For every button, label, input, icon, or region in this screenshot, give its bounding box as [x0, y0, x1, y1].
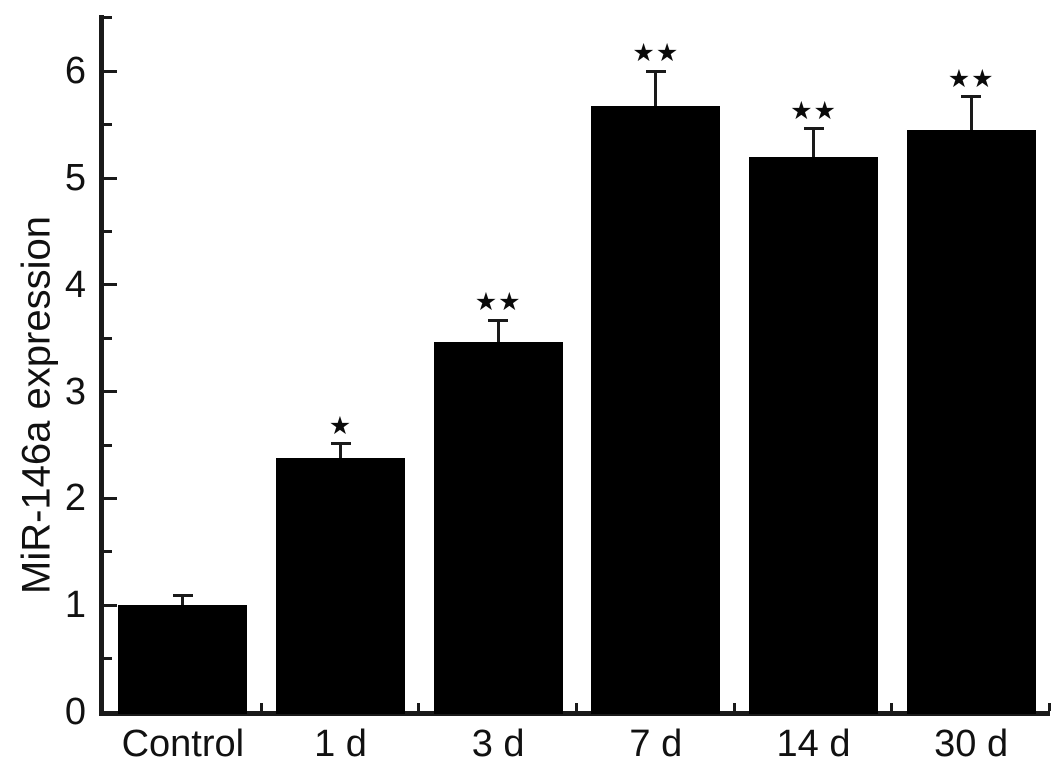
bar-1-d: [276, 457, 405, 714]
y-major-tick: [104, 390, 117, 394]
x-tick-label-30-d: 30 d: [934, 723, 1009, 765]
y-major-tick: [104, 603, 117, 607]
error-bar-stem-control: [181, 595, 185, 608]
y-minor-tick: [104, 123, 112, 127]
bar-7-d: [591, 106, 721, 714]
x-tick-label-control: Control: [121, 723, 245, 765]
y-minor-tick: [104, 550, 112, 554]
x-axis-tick: [1048, 703, 1051, 711]
x-axis-tick: [732, 703, 736, 711]
y-major-tick: [104, 710, 117, 714]
significance-marker-1-d: ★: [328, 410, 353, 440]
x-tick-label-14-d: 14 d: [776, 723, 851, 765]
bar-14-d: [749, 156, 878, 714]
error-bar-cap-7-d: [645, 69, 666, 73]
y-tick-label: 2: [64, 477, 86, 520]
y-minor-tick: [104, 16, 112, 20]
significance-marker-7-d: ★★: [632, 38, 680, 68]
y-tick-label: 4: [64, 263, 86, 306]
x-axis-line: [99, 711, 1050, 716]
error-bar-cap-1-d: [330, 442, 351, 446]
y-major-tick: [104, 176, 117, 180]
x-axis-tick: [417, 703, 421, 711]
y-tick-label: 5: [64, 157, 86, 199]
error-bar-cap-14-d: [803, 127, 824, 131]
y-major-tick: [104, 496, 117, 500]
x-tick-label-7-d: 7 d: [629, 723, 683, 765]
x-axis-tick: [259, 703, 263, 711]
error-bar-stem-30-d: [969, 96, 973, 132]
y-major-tick: [104, 283, 117, 287]
bar-3-d: [433, 342, 563, 714]
y-axis-line: [99, 15, 104, 716]
y-tick-label: 1: [64, 584, 86, 627]
y-major-tick: [104, 69, 117, 73]
x-tick-label-1-d: 1 d: [314, 723, 367, 765]
y-tick-label: 6: [64, 50, 86, 93]
y-tick-label: 3: [64, 370, 86, 413]
error-bar-stem-1-d: [339, 443, 342, 460]
error-bar-cap-control: [172, 594, 193, 598]
y-minor-tick: [104, 336, 112, 340]
bar-30-d: [906, 129, 1036, 714]
bar-control: [118, 605, 248, 714]
y-minor-tick: [104, 229, 112, 233]
error-bar-stem-14-d: [812, 128, 815, 159]
significance-marker-3-d: ★★: [474, 287, 522, 317]
x-axis-tick: [575, 703, 578, 711]
y-minor-tick: [104, 443, 112, 447]
significance-marker-30-d: ★★: [947, 63, 995, 93]
y-minor-tick: [104, 657, 112, 661]
error-bar-stem-7-d: [654, 71, 658, 109]
error-bar-cap-3-d: [488, 318, 509, 322]
x-tick-label-3-d: 3 d: [471, 723, 525, 765]
error-bar-stem-3-d: [496, 320, 500, 345]
y-tick-label: 0: [64, 691, 86, 733]
x-axis-tick: [890, 703, 894, 711]
error-bar-cap-30-d: [961, 95, 982, 99]
significance-marker-14-d: ★★: [790, 95, 837, 125]
